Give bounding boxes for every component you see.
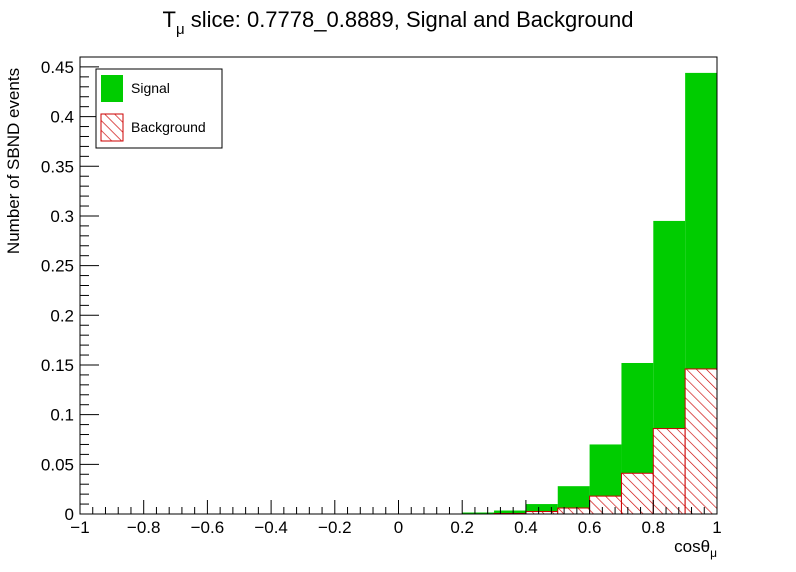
y-tick-label: 0.15 bbox=[41, 356, 74, 375]
x-tick-label: 0.6 bbox=[578, 518, 602, 537]
signal-bar bbox=[589, 444, 622, 497]
chart-title: Tμ slice: 0.7778_0.8889, Signal and Back… bbox=[163, 7, 634, 38]
x-tick-label: 0.2 bbox=[450, 518, 474, 537]
legend-swatch-background bbox=[100, 113, 124, 142]
background-bar bbox=[589, 495, 622, 515]
y-tick-label: 0 bbox=[65, 505, 74, 524]
signal-bar bbox=[653, 220, 686, 429]
x-tick-label: 0 bbox=[394, 518, 403, 537]
legend-label-signal: Signal bbox=[131, 80, 170, 96]
bars-layer bbox=[462, 72, 718, 515]
y-axis-title: Number of SBND events bbox=[4, 68, 23, 254]
y-axis: 0 0.05 0.1 0.15 0.2 0.25 0.3 0.35 0.4 0.45 bbox=[41, 56, 99, 524]
background-bar bbox=[620, 472, 654, 515]
legend: Signal Background bbox=[95, 68, 223, 149]
background-bar bbox=[652, 428, 686, 515]
y-tick-label: 0.4 bbox=[50, 108, 74, 127]
y-tick-label: 0.45 bbox=[41, 58, 74, 77]
signal-bar bbox=[621, 362, 654, 474]
signal-bar bbox=[494, 510, 526, 514]
x-tick-label: −0.4 bbox=[254, 518, 288, 537]
signal-bar bbox=[557, 486, 590, 509]
signal-bar bbox=[462, 512, 495, 514]
x-tick-label: 1 bbox=[712, 518, 721, 537]
y-tick-label: 0.35 bbox=[41, 157, 74, 176]
y-tick-label: 0.25 bbox=[41, 257, 74, 276]
x-tick-label: 0.4 bbox=[514, 518, 538, 537]
signal-bar bbox=[685, 72, 717, 369]
x-axis: −1 −0.8 −0.6 −0.4 −0.2 0 0.2 0.4 0.6 0.8 1 bbox=[70, 500, 722, 537]
background-bar bbox=[684, 368, 718, 515]
background-bar bbox=[557, 507, 591, 515]
x-tick-label: −0.2 bbox=[318, 518, 352, 537]
x-axis-title: cosθμ bbox=[674, 537, 717, 560]
x-tick-label: −1 bbox=[70, 518, 89, 537]
x-tick-label: 0.8 bbox=[641, 518, 665, 537]
signal-bar bbox=[525, 504, 558, 512]
y-tick-label: 0.05 bbox=[41, 455, 74, 474]
legend-swatch-signal bbox=[101, 75, 123, 102]
legend-label-background: Background bbox=[131, 119, 206, 135]
x-tick-label: −0.8 bbox=[127, 518, 161, 537]
y-tick-label: 0.1 bbox=[50, 406, 74, 425]
x-tick-label: −0.6 bbox=[191, 518, 225, 537]
y-tick-label: 0.2 bbox=[50, 306, 74, 325]
y-tick-label: 0.3 bbox=[50, 207, 74, 226]
